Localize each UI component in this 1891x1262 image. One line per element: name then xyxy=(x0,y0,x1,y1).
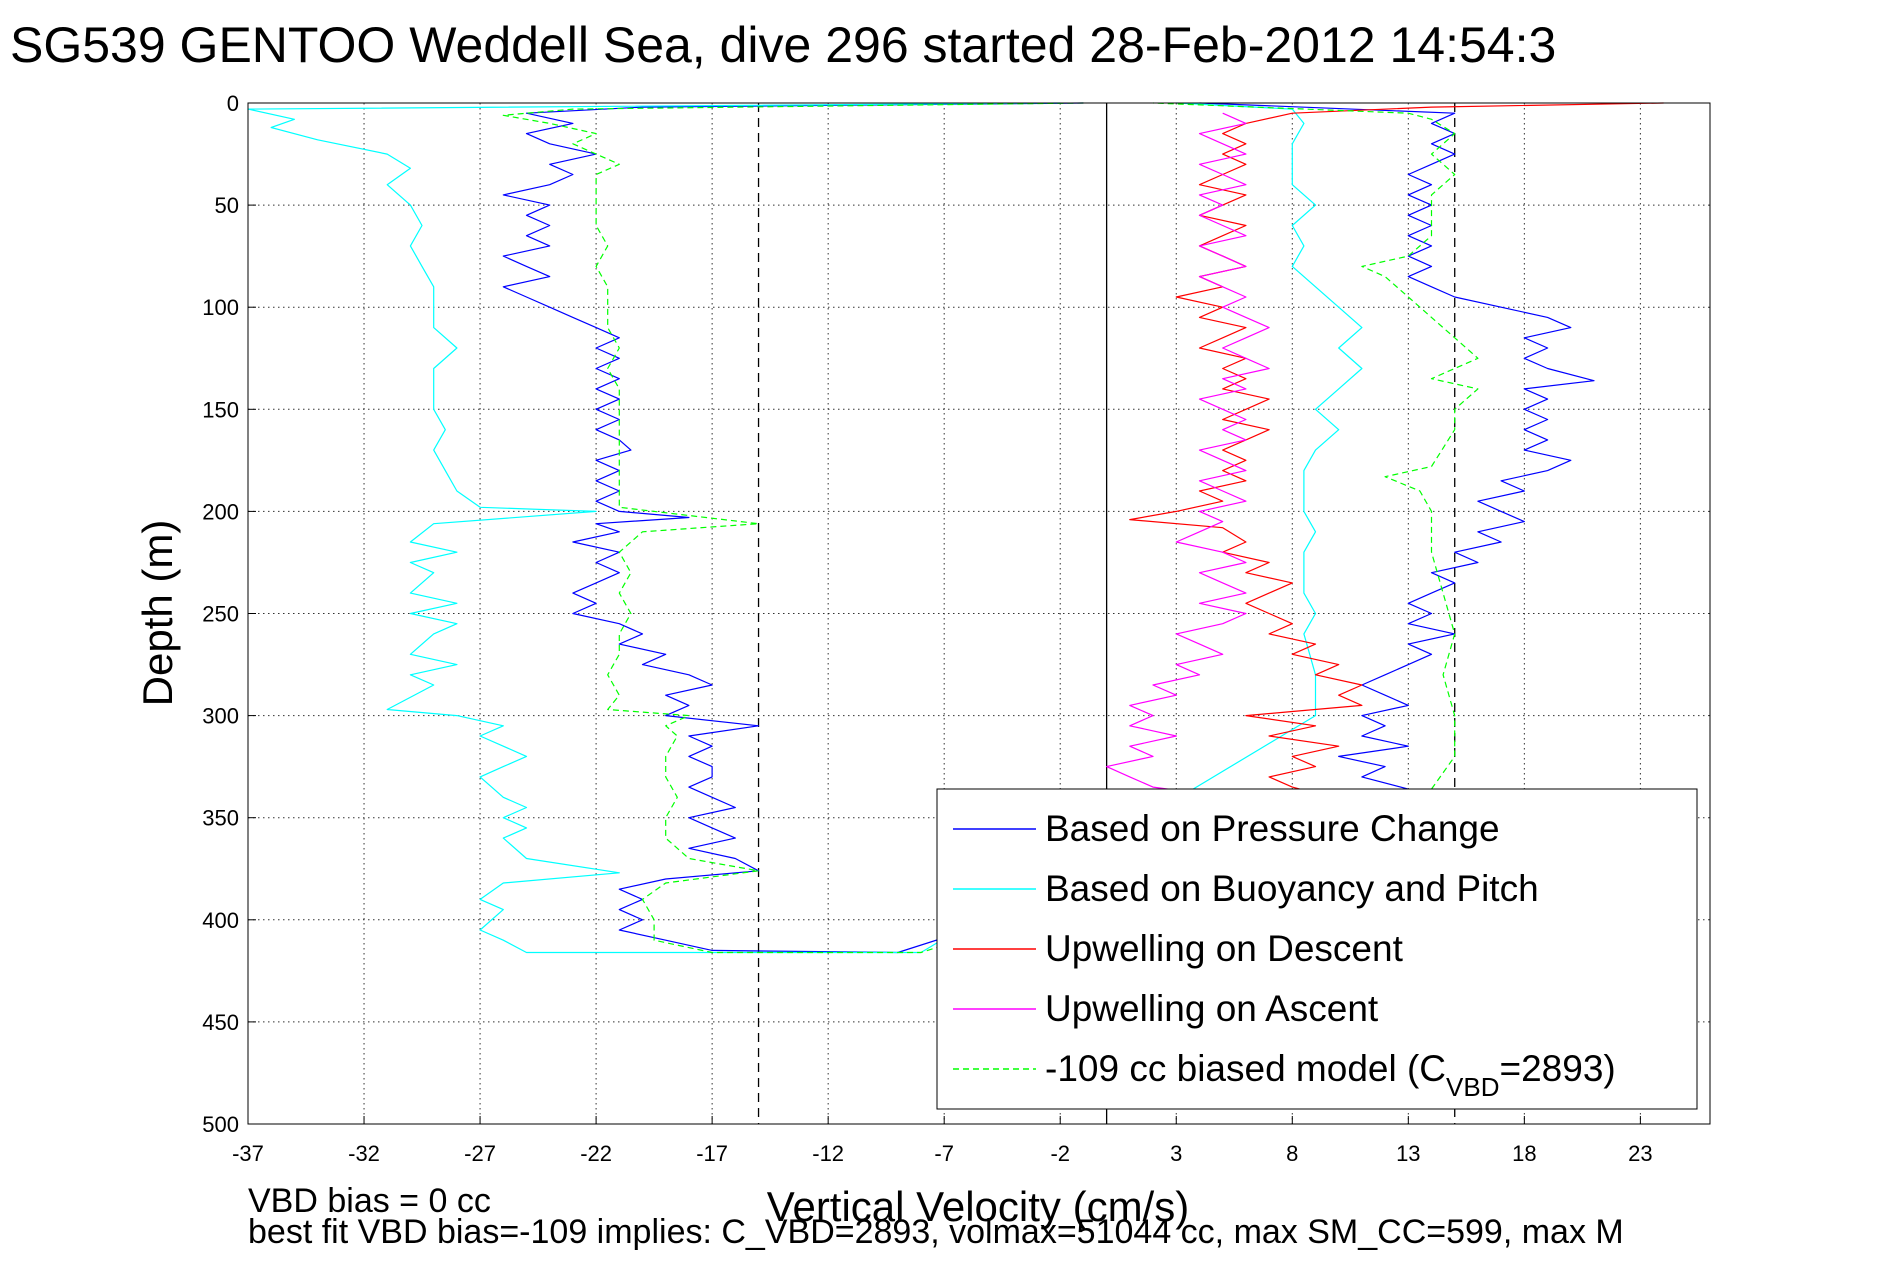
y-tick-label: 450 xyxy=(202,1010,239,1035)
series-group xyxy=(247,102,1664,954)
x-tick-label: 3 xyxy=(1170,1141,1182,1166)
legend-entry-label: Based on Buoyancy and Pitch xyxy=(1045,868,1539,909)
series-line-1 xyxy=(502,102,1595,954)
x-tick-label: 8 xyxy=(1286,1141,1298,1166)
x-axis: -37 -32 -27 -22 -17 -12 -7 -2 3 8 13 18 23 xyxy=(232,1116,1653,1166)
x-tick-label: -2 xyxy=(1050,1141,1070,1166)
x-tick-label: -27 xyxy=(464,1141,496,1166)
y-tick-label: 200 xyxy=(202,499,239,524)
y-axis-label: Depth (m) xyxy=(134,520,181,707)
y-tick-label: 50 xyxy=(215,193,239,218)
vbd-bias-note: VBD bias = 0 cc xyxy=(248,1182,491,1220)
x-axis-label: Vertical Velocity (cm/s) xyxy=(767,1183,1189,1230)
x-tick-label: -7 xyxy=(934,1141,954,1166)
y-tick-label: 400 xyxy=(202,908,239,933)
series-line-5 xyxy=(502,102,1479,954)
y-tick-label: 500 xyxy=(202,1112,239,1137)
legend-box xyxy=(936,788,1698,1110)
series-line-2 xyxy=(247,102,1363,954)
chart-title: SG539 GENTOO Weddell Sea, dive 296 start… xyxy=(10,17,1556,73)
series-line-4 xyxy=(1105,112,1270,794)
legend-entry-label: Upwelling on Descent xyxy=(1045,928,1404,969)
legend: Based on Pressure Change Based on Buoyanc… xyxy=(936,788,1698,1110)
y-tick-label: 0 xyxy=(227,91,239,116)
legend-entry-label: Upwelling on Ascent xyxy=(1045,988,1379,1029)
y-tick-label: 250 xyxy=(202,602,239,627)
x-tick-label: 23 xyxy=(1628,1141,1652,1166)
y-axis: 0 50 100 150 200 250 300 350 400 450 500 xyxy=(202,91,256,1137)
x-tick-label: -37 xyxy=(232,1141,264,1166)
x-tick-label: 13 xyxy=(1396,1141,1420,1166)
legend-entry-label: Based on Pressure Change xyxy=(1045,808,1500,849)
y-tick-label: 100 xyxy=(202,295,239,320)
y-tick-label: 300 xyxy=(202,704,239,729)
best-fit-note: best fit VBD bias=-109 implies: C_VBD=28… xyxy=(248,1213,1624,1251)
x-tick-label: -12 xyxy=(812,1141,844,1166)
x-tick-label: 18 xyxy=(1512,1141,1536,1166)
x-tick-label: -17 xyxy=(696,1141,728,1166)
y-tick-label: 150 xyxy=(202,397,239,422)
x-tick-label: -32 xyxy=(348,1141,380,1166)
y-tick-label: 350 xyxy=(202,806,239,831)
x-tick-label: -22 xyxy=(580,1141,612,1166)
